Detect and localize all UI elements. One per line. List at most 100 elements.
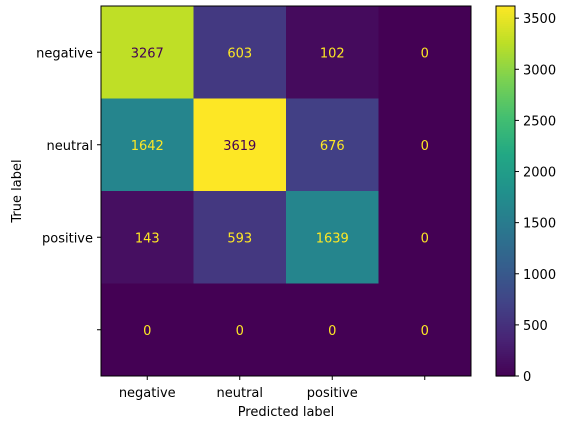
cell-value-label: 3267 xyxy=(131,46,164,61)
y-axis-title: True label xyxy=(10,159,25,223)
colorbar-segment xyxy=(496,226,515,229)
colorbar-segment xyxy=(496,324,515,327)
colorbar-segment xyxy=(496,232,515,235)
colorbar-segment xyxy=(496,336,515,339)
colorbar-segment xyxy=(496,150,515,153)
colorbar-segment xyxy=(496,120,515,123)
colorbar-segment xyxy=(496,338,515,341)
colorbar-frame xyxy=(495,5,516,377)
colorbar-segment xyxy=(496,294,515,297)
colorbar-segment xyxy=(496,136,515,139)
colorbar-segment xyxy=(496,62,515,65)
colorbar-segment xyxy=(496,280,515,283)
colorbar-segment xyxy=(496,164,515,167)
colorbar-segment xyxy=(496,240,515,243)
colorbar-segment xyxy=(496,94,515,97)
colorbar-segment xyxy=(496,86,515,89)
colorbar-segment xyxy=(496,12,515,15)
colorbar-segment xyxy=(496,278,515,281)
colorbar-segment xyxy=(496,330,515,333)
colorbar-segment xyxy=(496,24,515,27)
colorbar-segment xyxy=(496,66,515,69)
colorbar-segment xyxy=(496,140,515,143)
colorbar-segment xyxy=(496,32,515,35)
colorbar-segment xyxy=(496,64,515,67)
colorbar-segment xyxy=(496,244,515,247)
x-tick-label: negative xyxy=(119,386,176,401)
colorbar-tick-label: 2500 xyxy=(523,114,556,129)
colorbar-segment xyxy=(496,54,515,57)
colorbar-segment xyxy=(496,310,515,313)
x-tick-label: neutral xyxy=(217,386,264,401)
colorbar-segment xyxy=(496,370,515,373)
colorbar-segment xyxy=(496,286,515,289)
cell-value-label: 1642 xyxy=(131,139,164,154)
colorbar-tick-label: 0 xyxy=(523,370,531,385)
colorbar-segment xyxy=(496,82,515,85)
colorbar-segment xyxy=(496,216,515,219)
colorbar-tick-label: 3000 xyxy=(523,63,556,78)
colorbar-segment xyxy=(496,166,515,169)
colorbar-segment xyxy=(496,204,515,207)
colorbar-segment xyxy=(496,322,515,325)
colorbar-segment xyxy=(496,70,515,73)
colorbar-segment xyxy=(496,194,515,197)
heatmap-cell xyxy=(286,98,379,192)
colorbar-segment xyxy=(496,22,515,25)
colorbar-tick-label: 1500 xyxy=(523,217,556,232)
colorbar-segment xyxy=(496,42,515,45)
colorbar-segment xyxy=(496,98,515,101)
colorbar-segment xyxy=(496,302,515,305)
colorbar-segment xyxy=(496,112,515,115)
colorbar-segment xyxy=(496,364,515,367)
colorbar-segment xyxy=(496,298,515,301)
colorbar-segment xyxy=(496,182,515,185)
colorbar-segment xyxy=(496,314,515,317)
colorbar-segment xyxy=(496,180,515,183)
colorbar-segment xyxy=(496,88,515,91)
colorbar-segment xyxy=(496,174,515,177)
colorbar-segment xyxy=(496,134,515,137)
colorbar-segment xyxy=(496,16,515,19)
colorbar-segment xyxy=(496,162,515,165)
heatmap-cell xyxy=(193,283,287,377)
colorbar-segment xyxy=(496,56,515,59)
cell-value-label: 0 xyxy=(421,231,429,246)
colorbar-segment xyxy=(496,262,515,265)
colorbar-segment xyxy=(496,320,515,323)
colorbar-segment xyxy=(496,210,515,213)
colorbar-segment xyxy=(496,110,515,113)
colorbar-segment xyxy=(496,344,515,347)
cell-value-label: 1639 xyxy=(316,231,349,246)
colorbar-segment xyxy=(496,186,515,189)
y-tick-label: neutral xyxy=(47,139,94,154)
colorbar-segment xyxy=(496,308,515,311)
colorbar-segment xyxy=(496,340,515,343)
colorbar-segment xyxy=(496,58,515,61)
colorbar-segment xyxy=(496,332,515,335)
colorbar-segment xyxy=(496,108,515,111)
colorbar-segment xyxy=(496,326,515,329)
colorbar-segment xyxy=(496,342,515,345)
colorbar-segment xyxy=(496,90,515,93)
colorbar-segment xyxy=(496,14,515,17)
colorbar-segment xyxy=(496,242,515,245)
cell-value-label: 0 xyxy=(143,324,151,339)
cell-value-label: 0 xyxy=(421,139,429,154)
colorbar-segment xyxy=(496,138,515,141)
colorbar-segment xyxy=(496,252,515,255)
colorbar-segment xyxy=(496,200,515,203)
colorbar-segment xyxy=(496,328,515,331)
colorbar-segment xyxy=(496,154,515,157)
heatmap-cell xyxy=(193,98,287,192)
colorbar-segment xyxy=(496,356,515,359)
colorbar-segment xyxy=(496,48,515,51)
colorbar-segment xyxy=(496,104,515,107)
colorbar-segment xyxy=(496,190,515,193)
colorbar-segment xyxy=(496,18,515,21)
colorbar-segment xyxy=(496,36,515,39)
colorbar-segment xyxy=(496,362,515,365)
colorbar-segment xyxy=(496,176,515,179)
colorbar-segment xyxy=(496,118,515,121)
